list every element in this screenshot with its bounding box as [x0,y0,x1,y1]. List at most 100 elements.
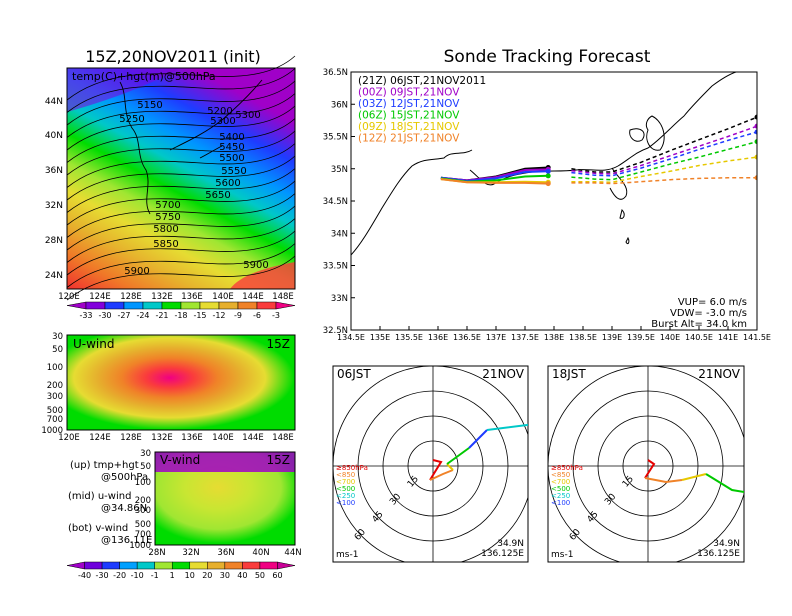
track-endpoint [754,123,757,129]
lon-label: 148E [272,433,294,443]
colorbar-tick-label: 60 [272,571,282,580]
lat-label: 34N [331,229,348,239]
colorbar-tick-label: 30 [220,571,230,580]
colorbar-segment [84,561,103,570]
lon-label: 135E [370,333,390,342]
lat-label: 35N [331,165,348,175]
hodograph-legend-entry: ≥850hPa [336,464,368,472]
hodograph-legend-entry: ≥850hPa [551,464,583,472]
lat-label: 28N [148,548,165,558]
hodograph-legend-entry: <100 [336,499,355,507]
v-wind-label: V-wind [160,453,200,467]
height-contour-line [66,130,296,176]
hodograph-trace [760,450,764,456]
height-contour-line [66,118,296,163]
v-wind-panel: V-wind 15Z 30 50 100 200 300 500 700 100… [129,449,301,558]
colorbar-tick-label: -18 [174,311,187,320]
lon-label: 141E [718,333,738,342]
height-contour-line [66,205,296,251]
track-endpoint [754,129,757,135]
hodograph-trace [446,447,470,465]
coastline-kinki [351,149,473,256]
colorbar-segment [275,301,296,310]
track-line-dashed [571,131,757,177]
track-burst-marker [545,173,551,179]
lat-label: 32N [45,201,63,211]
colorbar-tick-label: -30 [98,311,111,320]
note-bottom: (bot) v-wind [68,523,128,534]
hodograph-trace [468,429,488,449]
colorbar-segment [136,561,155,570]
track-endpoint [754,175,757,181]
note-bottom-level: @136.11E [101,535,152,546]
lon-label: 140E [212,292,234,302]
v-wind-time: 15Z [267,453,291,467]
contour-label: 5150 [137,100,162,111]
contour-label: 5900 [124,266,149,277]
colorbar-segment [189,561,208,570]
u-wind-time: 15Z [267,337,291,351]
lat-label: 36N [217,548,234,558]
hodograph-trace [752,456,760,494]
contour-label: 5550 [221,166,246,177]
contour-label: 5300 [235,110,260,121]
coastline-bay [629,128,645,142]
colorbar-tick-label: -21 [155,311,168,320]
lon-label: 139E [602,333,622,342]
lat-label: 40N [252,548,269,558]
v-wind-upper-band [155,452,295,472]
coastline-izu [609,167,628,200]
hodograph-trace [644,459,656,479]
colorbar-tick-label: 50 [255,571,265,580]
param-burst: Burst Alt= 34.0 km [651,319,747,330]
lon-label: 139.5E [627,333,655,342]
lon-label: 138.5E [569,333,597,342]
colorbar-tick-label: 1 [170,571,175,580]
hodograph-unit: ms-1 [336,550,358,560]
colorbar-segment [161,301,182,310]
height-contour-line [66,255,296,301]
lon-label: 140.5E [685,333,713,342]
contour-label: 5800 [153,224,178,235]
track-endpoint [754,154,757,160]
lon-label: 134.5E [337,333,365,342]
lon-label: 138E [544,333,564,342]
param-vup: VUP= 6.0 m/s [678,297,747,308]
lat-label: 44N [45,97,63,107]
height-contour-line [66,218,296,263]
hodograph-date: 21NOV [698,367,740,381]
contour-label: 5600 [215,178,240,189]
u-wind-panel: U-wind 15Z 30 50 100 200 300 500 700 100… [41,332,296,443]
u-wind-frame [66,334,296,431]
colorbar-tick-label: -1 [151,571,159,580]
lon-label: 124E [89,433,111,443]
contour-label: 5700 [155,200,180,211]
temperature-colorbar: -33 -30 -27 -24 -21 -18 -15 -12 -9 -6 -3 [66,301,296,320]
colorbar-segment [237,301,258,310]
wind-colorbar: -40 -30 -20 -10 -1 1 10 20 30 40 50 60 [66,561,296,580]
height-contour-line [66,155,296,201]
hodograph-lat: 34.9N [713,539,740,549]
left-title: 15Z,20NOV2011 (init) [85,47,261,66]
colorbar-tick-label: -12 [212,311,225,320]
track-legend: (21Z) 06JST,21NOV2011(00Z) 09JST,21NOV(0… [355,74,505,146]
contour-label: 5900 [243,260,268,271]
contour-label: 5300 [210,116,235,127]
lat-label: 36.5N [323,68,348,78]
contour-label: 5650 [205,190,230,201]
track-line-solid [440,178,549,185]
track-endpoint [754,139,757,145]
lon-label: 141.5E [743,333,771,342]
colorbar-tick-label: 40 [237,571,247,580]
lat-label: 32N [182,548,199,558]
legend-entry: (09Z) 18JST,21NOV [358,121,460,133]
lon-label: 136E [428,333,448,342]
colorbar-tick-label: 20 [202,571,212,580]
hodograph-legend-entry: <500 [336,485,355,493]
track-panel: 36.5N 36N 35.5N 35N 34.5N 34N 33.5N 33N 32.5N 13… [323,68,771,342]
height-contour-line [66,243,296,288]
hodograph-legend-entry: <500 [551,485,570,493]
